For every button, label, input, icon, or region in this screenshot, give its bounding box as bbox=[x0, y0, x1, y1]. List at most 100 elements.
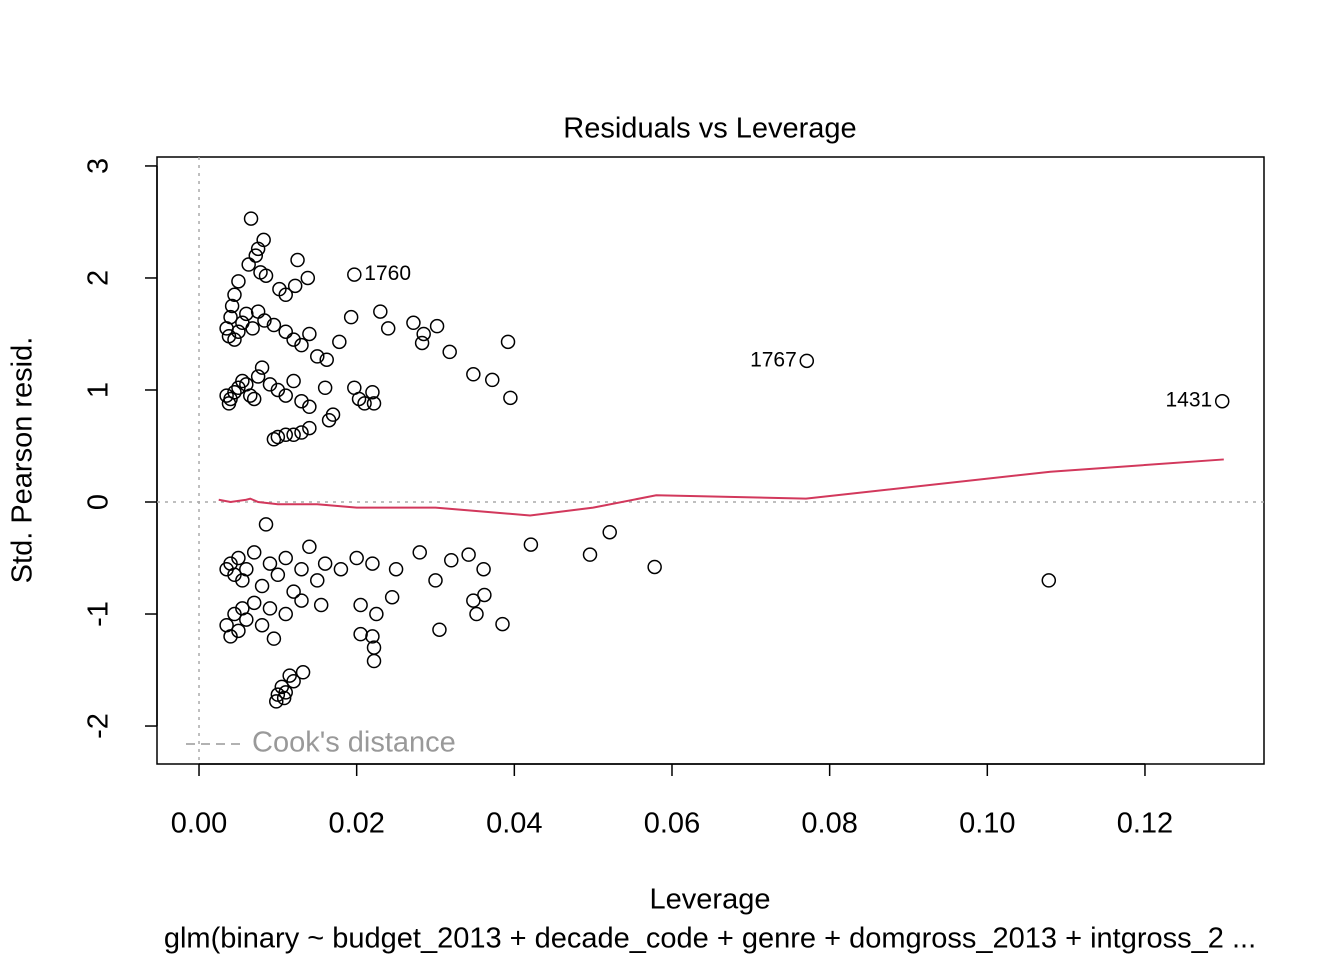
point bbox=[343, 309, 359, 325]
point bbox=[317, 556, 333, 571]
point bbox=[799, 353, 815, 369]
y-tick-label: -1 bbox=[83, 601, 115, 627]
point bbox=[278, 685, 293, 700]
point bbox=[294, 561, 309, 577]
point bbox=[290, 252, 305, 268]
y-tick-label: -2 bbox=[83, 713, 115, 739]
point bbox=[523, 537, 539, 552]
point bbox=[347, 267, 362, 282]
point bbox=[231, 274, 246, 289]
point bbox=[243, 211, 259, 226]
point bbox=[310, 349, 325, 364]
point bbox=[310, 573, 325, 588]
y-tick-label: 1 bbox=[83, 382, 115, 398]
point bbox=[332, 334, 347, 350]
point bbox=[357, 396, 372, 411]
point bbox=[366, 396, 382, 411]
point bbox=[477, 587, 492, 603]
point bbox=[241, 257, 256, 272]
point bbox=[269, 694, 284, 709]
point bbox=[262, 601, 278, 616]
point bbox=[380, 321, 396, 336]
point bbox=[466, 367, 481, 382]
point bbox=[278, 550, 293, 566]
point bbox=[278, 324, 293, 339]
point bbox=[295, 665, 311, 680]
point bbox=[294, 425, 309, 440]
point bbox=[257, 313, 272, 328]
point bbox=[444, 552, 459, 568]
plot-frame bbox=[156, 156, 1265, 765]
x-tick-label: 0.06 bbox=[644, 808, 700, 840]
point bbox=[302, 420, 317, 436]
point bbox=[365, 384, 380, 400]
point bbox=[270, 567, 286, 583]
point bbox=[287, 278, 303, 294]
point bbox=[503, 390, 518, 406]
point bbox=[250, 369, 266, 384]
point bbox=[276, 690, 292, 706]
point bbox=[313, 597, 329, 613]
point-label: 1767 bbox=[750, 348, 797, 371]
point bbox=[239, 561, 254, 577]
point bbox=[302, 326, 317, 342]
point bbox=[254, 360, 270, 375]
point bbox=[476, 561, 491, 577]
point bbox=[258, 517, 274, 532]
point bbox=[429, 318, 445, 334]
point bbox=[366, 653, 382, 669]
point bbox=[406, 315, 421, 331]
x-tick-label: 0.12 bbox=[1117, 808, 1173, 840]
subtitle: glm(binary ~ budget_2013 + decade_code +… bbox=[164, 923, 1256, 955]
point bbox=[231, 550, 246, 566]
point bbox=[224, 298, 240, 314]
point bbox=[302, 399, 317, 415]
point bbox=[278, 287, 293, 303]
point bbox=[353, 626, 368, 642]
point bbox=[219, 388, 234, 403]
point bbox=[227, 287, 242, 303]
point bbox=[647, 559, 662, 575]
point bbox=[227, 332, 242, 347]
y-axis-label: Std. Pearson resid. bbox=[7, 337, 39, 584]
point bbox=[369, 606, 384, 622]
point bbox=[461, 547, 476, 562]
point bbox=[250, 241, 266, 257]
point bbox=[286, 427, 301, 443]
point bbox=[286, 584, 301, 599]
point bbox=[317, 380, 333, 395]
y-tick-label: 2 bbox=[83, 270, 115, 286]
x-tick-label: 0.02 bbox=[328, 808, 384, 840]
point bbox=[243, 388, 258, 403]
point bbox=[602, 524, 617, 540]
x-tick-label: 0.04 bbox=[486, 808, 542, 840]
point bbox=[495, 616, 510, 632]
point bbox=[286, 673, 301, 689]
point bbox=[365, 556, 380, 571]
x-tick-label: 0.10 bbox=[959, 808, 1015, 840]
point bbox=[227, 384, 242, 400]
point bbox=[294, 337, 309, 353]
point bbox=[254, 578, 270, 594]
point bbox=[286, 373, 301, 389]
point bbox=[469, 606, 484, 622]
y-tick-label: 0 bbox=[83, 494, 115, 510]
point bbox=[384, 589, 400, 605]
y-tick-label: 3 bbox=[83, 158, 115, 174]
x-tick-label: 0.00 bbox=[171, 808, 227, 840]
point bbox=[219, 321, 234, 336]
point bbox=[319, 352, 334, 367]
point-label: 1431 bbox=[1166, 389, 1213, 412]
point bbox=[239, 612, 254, 627]
point bbox=[248, 248, 264, 263]
x-axis-label: Leverage bbox=[650, 884, 771, 916]
point bbox=[432, 622, 447, 637]
point bbox=[294, 593, 309, 608]
legend-label: Cook's distance bbox=[252, 727, 456, 759]
point bbox=[231, 623, 246, 639]
chart-title: Residuals vs Leverage bbox=[563, 113, 856, 145]
smooth-line bbox=[218, 458, 1224, 517]
point bbox=[1214, 393, 1230, 409]
point bbox=[300, 270, 316, 286]
